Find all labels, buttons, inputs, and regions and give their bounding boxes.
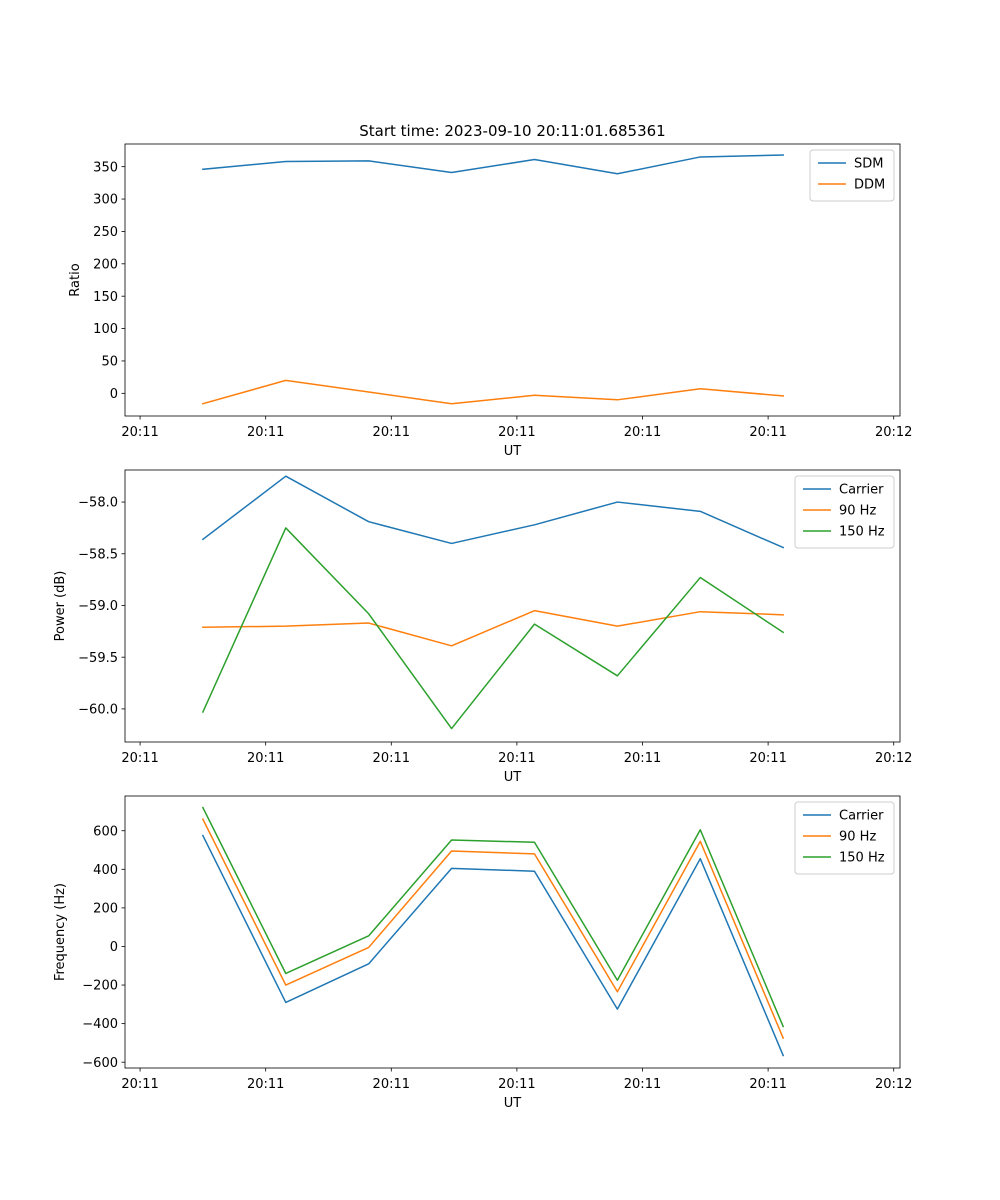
- frequency-x-tick-label: 20:12: [875, 1077, 912, 1092]
- power-x-tick-label: 20:11: [373, 751, 410, 766]
- ratio-y-tick-label: 150: [93, 290, 118, 305]
- power-legend-box: [794, 475, 895, 549]
- frequency-x-tick-label: 20:11: [498, 1077, 535, 1092]
- figure-title: Start time: 2023-09-10 20:11:01.685361: [359, 122, 665, 140]
- ratio-x-axis-label: UT: [504, 444, 522, 459]
- frequency-x-tick-label: 20:11: [749, 1077, 786, 1092]
- frequency-y-tick-label: −200: [82, 979, 118, 994]
- ratio-series-sdm: [202, 154, 784, 175]
- ratio-axes-frame: [124, 143, 901, 417]
- power-axes-frame: [124, 469, 901, 743]
- frequency-x-tick-label: 20:11: [247, 1077, 284, 1092]
- power-legend: Carrier 90 Hz 150 Hz: [794, 475, 895, 549]
- ratio-legend-label: SDM: [854, 157, 883, 172]
- frequency-x-tick-label: 20:11: [373, 1077, 410, 1092]
- frequency-y-tick-label: 600: [93, 824, 118, 839]
- ratio-y-tick-label: 250: [93, 225, 118, 240]
- frequency-y-tick-label: −400: [82, 1017, 118, 1032]
- power-series-90-hz: [202, 609, 784, 647]
- ratio-x-tick-label: 20:11: [373, 425, 410, 440]
- power-x-tick-label: 20:11: [624, 751, 661, 766]
- ratio-panel: 20:11 20:11 20:11 20:11 20:11 20:11 20:12 0 50 10…: [68, 143, 912, 459]
- power-y-tick-label: −60.0: [78, 703, 118, 718]
- power-x-axis-label: UT: [504, 770, 522, 785]
- frequency-legend: Carrier 90 Hz 150 Hz: [794, 801, 895, 875]
- ratio-x-tick-label: 20:11: [749, 425, 786, 440]
- frequency-y-tick-label: −600: [82, 1056, 118, 1071]
- ratio-x-tick-label: 20:12: [875, 425, 912, 440]
- power-y-tick-label: −59.5: [78, 651, 118, 666]
- power-y-tick-label: −58.0: [78, 496, 118, 511]
- frequency-x-tick-label: 20:11: [624, 1077, 661, 1092]
- frequency-series-150-hz: [201, 806, 785, 1028]
- ratio-legend-label: DDM: [854, 178, 885, 193]
- ratio-x-tick-label: 20:11: [498, 425, 535, 440]
- power-y-tick-label: −58.5: [78, 547, 118, 562]
- ratio-y-tick-label: 350: [93, 160, 118, 175]
- power-legend-label: 90 Hz: [839, 504, 876, 519]
- frequency-y-tick-label: 400: [93, 863, 118, 878]
- frequency-series-carrier: [201, 834, 785, 1057]
- ratio-y-axis-label: Ratio: [68, 263, 83, 296]
- power-x-tick-label: 20:11: [749, 751, 786, 766]
- frequency-legend-box: [794, 801, 895, 875]
- frequency-x-axis-label: UT: [504, 1096, 522, 1111]
- frequency-legend-label: 150 Hz: [839, 851, 885, 866]
- ratio-x-tick-label: 20:11: [624, 425, 661, 440]
- power-y-axis-label: Power (dB): [53, 571, 68, 642]
- ratio-series-ddm: [201, 379, 784, 405]
- ratio-x-tick-label: 20:11: [247, 425, 284, 440]
- power-legend-label: Carrier: [839, 483, 884, 498]
- power-y-tick-label: −59.0: [78, 599, 118, 614]
- ratio-y-tick-label: 300: [93, 193, 118, 208]
- power-legend-label: 150 Hz: [839, 525, 885, 540]
- power-series-carrier: [201, 475, 785, 549]
- frequency-y-tick-label: 0: [110, 940, 118, 955]
- ratio-y-tick-label: 200: [93, 257, 118, 272]
- frequency-y-axis-label: Frequency (Hz): [53, 883, 68, 981]
- frequency-panel: 20:11 20:11 20:11 20:11 20:11 20:11 20:12 −600 −…: [53, 795, 912, 1111]
- power-series-150-hz: [201, 527, 785, 730]
- power-x-tick-label: 20:12: [875, 751, 912, 766]
- frequency-legend-label: 90 Hz: [839, 830, 876, 845]
- power-x-tick-label: 20:11: [247, 751, 284, 766]
- frequency-y-tick-label: 200: [93, 901, 118, 916]
- frequency-series-90-hz: [201, 818, 785, 1040]
- power-panel: 20:11 20:11 20:11 20:11 20:11 20:11 20:12 −60.0…: [53, 469, 912, 785]
- frequency-x-tick-label: 20:11: [121, 1077, 158, 1092]
- ratio-legend: SDM DDM: [809, 149, 895, 202]
- power-x-tick-label: 20:11: [121, 751, 158, 766]
- ratio-y-tick-label: 100: [93, 322, 118, 337]
- ratio-y-tick-label: 0: [110, 387, 118, 402]
- frequency-axes-frame: [124, 795, 901, 1069]
- power-x-tick-label: 20:11: [498, 751, 535, 766]
- ratio-x-tick-label: 20:11: [121, 425, 158, 440]
- frequency-legend-label: Carrier: [839, 809, 884, 824]
- ratio-y-tick-label: 50: [101, 355, 118, 370]
